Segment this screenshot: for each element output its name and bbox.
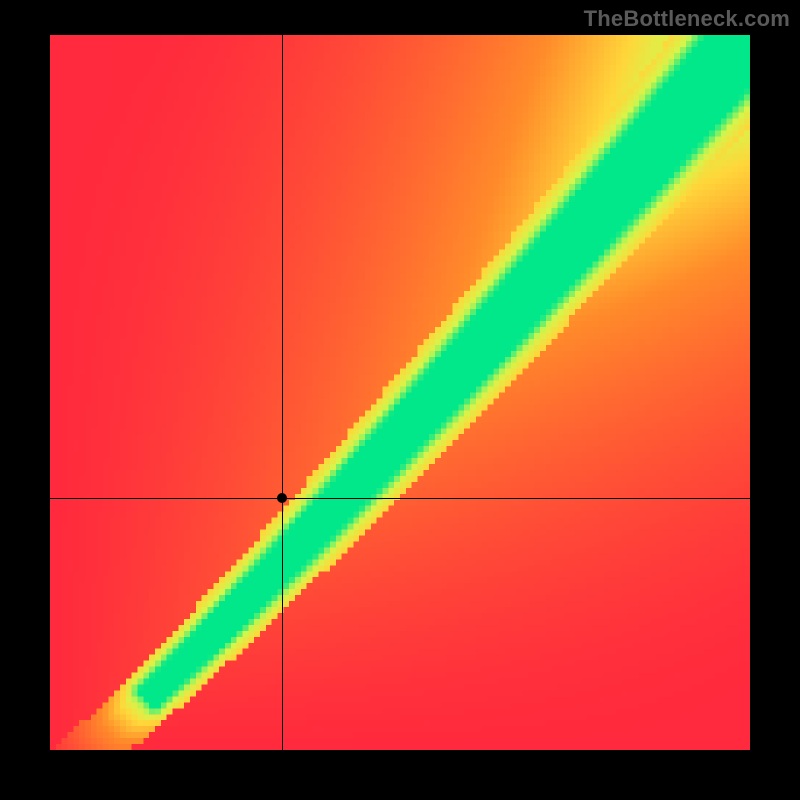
crosshair-vertical — [282, 35, 283, 750]
heatmap-plot — [50, 35, 750, 750]
watermark-text: TheBottleneck.com — [584, 6, 790, 32]
heatmap-canvas — [50, 35, 750, 750]
chart-container: TheBottleneck.com — [0, 0, 800, 800]
crosshair-marker — [277, 493, 287, 503]
crosshair-horizontal — [50, 498, 750, 499]
